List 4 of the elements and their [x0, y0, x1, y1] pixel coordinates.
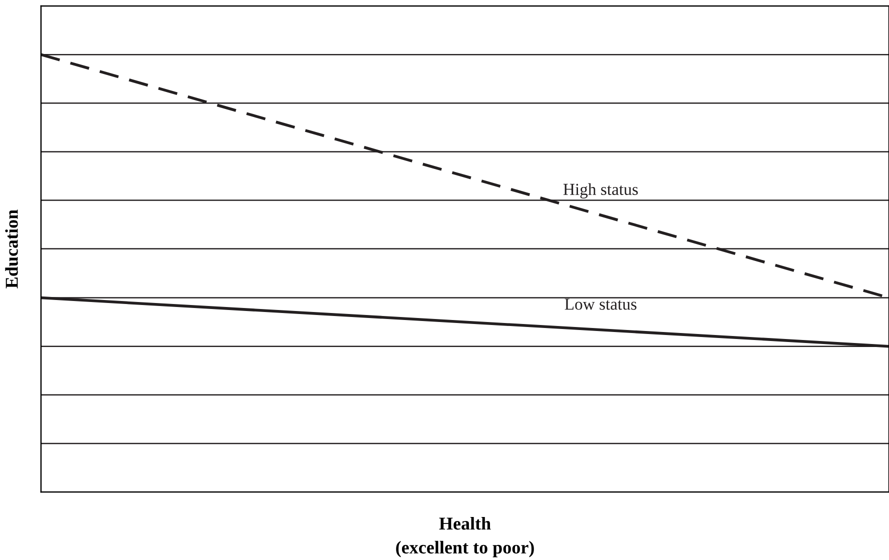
- x-axis-title: Health (excellent to poor): [396, 517, 534, 558]
- series-label: Low status: [564, 298, 636, 310]
- y-axis-title: Education: [5, 210, 18, 288]
- series-label: High status: [563, 183, 638, 198]
